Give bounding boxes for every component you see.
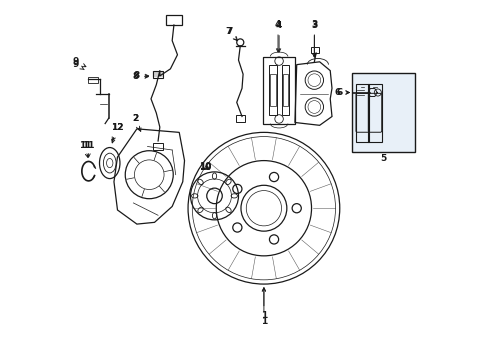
Bar bbox=[310, 47, 318, 53]
Bar bbox=[351, 73, 414, 153]
Text: 11: 11 bbox=[79, 141, 91, 157]
Text: 6: 6 bbox=[334, 88, 348, 97]
Bar bbox=[166, 15, 182, 25]
Text: 4: 4 bbox=[275, 21, 282, 52]
Bar bbox=[281, 66, 289, 115]
Bar bbox=[152, 71, 163, 78]
Text: 8: 8 bbox=[132, 72, 148, 81]
Text: 11: 11 bbox=[82, 141, 95, 157]
Text: 12: 12 bbox=[110, 123, 123, 143]
Bar bbox=[263, 57, 294, 123]
Bar bbox=[367, 84, 381, 142]
Text: 10: 10 bbox=[199, 162, 211, 171]
Text: 7: 7 bbox=[226, 27, 237, 41]
Text: 3: 3 bbox=[310, 20, 317, 57]
Bar bbox=[269, 74, 275, 106]
Text: 5: 5 bbox=[379, 154, 386, 163]
Text: 6: 6 bbox=[336, 88, 348, 97]
Text: 9: 9 bbox=[73, 60, 84, 69]
Text: 2: 2 bbox=[132, 114, 141, 131]
Bar bbox=[152, 143, 163, 150]
Text: 2: 2 bbox=[132, 114, 139, 130]
Text: 7: 7 bbox=[225, 27, 236, 40]
Bar bbox=[355, 84, 368, 142]
Text: 12: 12 bbox=[111, 123, 123, 140]
Text: 9: 9 bbox=[73, 57, 86, 67]
Bar bbox=[282, 74, 287, 106]
Text: 1: 1 bbox=[260, 288, 266, 320]
Bar bbox=[235, 116, 244, 122]
Bar bbox=[268, 66, 276, 115]
Bar bbox=[87, 77, 98, 83]
Text: 3: 3 bbox=[310, 21, 317, 57]
Text: 4: 4 bbox=[274, 20, 281, 52]
Text: 1: 1 bbox=[260, 288, 266, 326]
Text: 8: 8 bbox=[134, 71, 148, 80]
Text: 10: 10 bbox=[199, 163, 211, 172]
